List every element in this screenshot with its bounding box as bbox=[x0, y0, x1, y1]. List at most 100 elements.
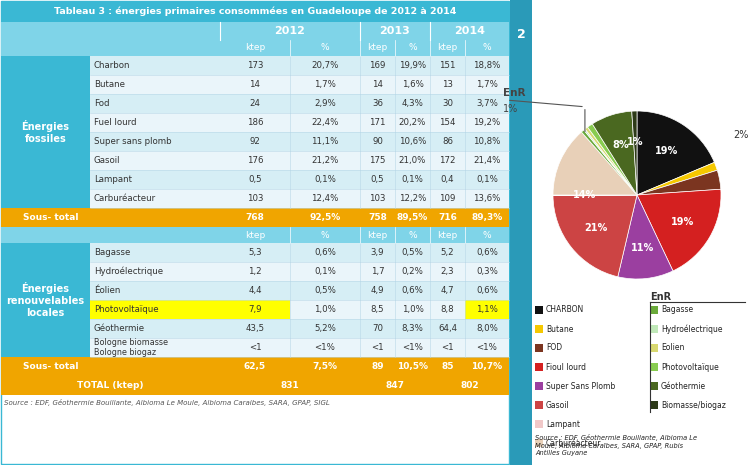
Text: 10,7%: 10,7% bbox=[472, 362, 502, 371]
Bar bbox=[1, 56, 90, 208]
Bar bbox=[90, 151, 509, 170]
Text: 1,0%: 1,0% bbox=[402, 305, 424, 314]
Bar bbox=[510, 0, 532, 465]
Text: Lampant: Lampant bbox=[546, 419, 580, 429]
Wedge shape bbox=[637, 111, 714, 195]
Text: Butane: Butane bbox=[546, 325, 573, 333]
Text: 151: 151 bbox=[439, 61, 456, 70]
Text: 171: 171 bbox=[369, 118, 386, 127]
Text: 2013: 2013 bbox=[379, 26, 410, 36]
Text: 21,4%: 21,4% bbox=[473, 156, 501, 165]
Text: 19,2%: 19,2% bbox=[473, 118, 501, 127]
Text: Fioul lourd: Fioul lourd bbox=[546, 363, 586, 372]
Bar bbox=[535, 344, 543, 352]
Text: Photovoltaïque: Photovoltaïque bbox=[661, 363, 719, 372]
Bar bbox=[1, 227, 509, 243]
Text: 3,7%: 3,7% bbox=[476, 99, 498, 108]
Text: ktep: ktep bbox=[367, 44, 388, 53]
Text: Sous- total: Sous- total bbox=[23, 213, 78, 222]
Text: 5,3: 5,3 bbox=[248, 248, 262, 257]
Text: 11,1%: 11,1% bbox=[312, 137, 339, 146]
Text: 0,1%: 0,1% bbox=[476, 175, 498, 184]
Bar bbox=[650, 325, 658, 333]
Text: <1: <1 bbox=[371, 343, 384, 352]
Text: 19%: 19% bbox=[655, 146, 678, 156]
Bar bbox=[90, 281, 509, 300]
Text: EnR: EnR bbox=[502, 88, 525, 99]
Text: 0,2%: 0,2% bbox=[402, 267, 424, 276]
Text: 89: 89 bbox=[371, 362, 384, 371]
Bar bbox=[90, 75, 509, 94]
Text: 0,5%: 0,5% bbox=[314, 286, 336, 295]
Text: 2014: 2014 bbox=[454, 26, 485, 36]
Text: 154: 154 bbox=[439, 118, 456, 127]
Bar bbox=[650, 401, 658, 409]
Text: TOTAL (ktep): TOTAL (ktep) bbox=[77, 381, 143, 390]
Text: Super Sans Plomb: Super Sans Plomb bbox=[546, 381, 615, 391]
Text: 20,2%: 20,2% bbox=[399, 118, 426, 127]
Bar bbox=[90, 56, 509, 75]
Bar bbox=[90, 189, 509, 208]
Text: FOD: FOD bbox=[546, 344, 562, 352]
Text: 0,6%: 0,6% bbox=[314, 248, 336, 257]
Text: 21,0%: 21,0% bbox=[399, 156, 426, 165]
Bar bbox=[535, 382, 543, 390]
Text: Lampant: Lampant bbox=[94, 175, 132, 184]
Text: 4,4: 4,4 bbox=[248, 286, 262, 295]
Text: 0,4: 0,4 bbox=[441, 175, 454, 184]
Bar bbox=[1, 357, 509, 376]
Text: Biomasse/biogaz: Biomasse/biogaz bbox=[661, 400, 726, 410]
Bar bbox=[1, 208, 509, 227]
Text: 2012: 2012 bbox=[275, 26, 306, 36]
Text: 103: 103 bbox=[247, 194, 264, 203]
Text: Énergies
fossiles: Énergies fossiles bbox=[22, 120, 70, 144]
Bar bbox=[650, 306, 658, 314]
Text: 13,6%: 13,6% bbox=[473, 194, 501, 203]
Text: EnR: EnR bbox=[650, 292, 671, 302]
Text: Gasoil: Gasoil bbox=[546, 400, 570, 410]
Text: Répartition des types d'énergies
primaires consommées en 2014: Répartition des types d'énergies primair… bbox=[538, 17, 704, 39]
Text: 847: 847 bbox=[385, 381, 405, 390]
Text: 0,5: 0,5 bbox=[371, 175, 385, 184]
Text: 1,1%: 1,1% bbox=[476, 305, 498, 314]
Text: <1%: <1% bbox=[315, 343, 336, 352]
Bar bbox=[90, 262, 509, 281]
Text: 1,7: 1,7 bbox=[371, 267, 385, 276]
Text: 8,5: 8,5 bbox=[371, 305, 385, 314]
Text: ktep: ktep bbox=[437, 44, 457, 53]
Text: 8,3%: 8,3% bbox=[402, 324, 424, 333]
Text: 85: 85 bbox=[442, 362, 454, 371]
Bar bbox=[535, 363, 543, 371]
Text: 19,9%: 19,9% bbox=[399, 61, 426, 70]
Text: 86: 86 bbox=[442, 137, 453, 146]
Bar bbox=[1, 40, 509, 56]
Text: Photovoltaïque: Photovoltaïque bbox=[94, 305, 158, 314]
Text: <1%: <1% bbox=[477, 343, 497, 352]
Text: 2%: 2% bbox=[734, 130, 749, 140]
Bar bbox=[90, 113, 509, 132]
Text: 10,8%: 10,8% bbox=[473, 137, 501, 146]
Text: Hydroélectrique: Hydroélectrique bbox=[94, 267, 163, 276]
Text: 36: 36 bbox=[372, 99, 383, 108]
Text: 18,8%: 18,8% bbox=[473, 61, 501, 70]
Text: Carburéacteur: Carburéacteur bbox=[546, 438, 602, 447]
Text: 89,5%: 89,5% bbox=[397, 213, 428, 222]
Wedge shape bbox=[637, 162, 717, 195]
Text: 64,4: 64,4 bbox=[438, 324, 457, 333]
Bar bbox=[465, 300, 509, 319]
Text: 4,7: 4,7 bbox=[441, 286, 454, 295]
Text: Bagasse: Bagasse bbox=[94, 248, 131, 257]
Text: 3,9: 3,9 bbox=[371, 248, 385, 257]
Text: 1,7%: 1,7% bbox=[314, 80, 336, 89]
Text: %: % bbox=[483, 231, 491, 239]
Text: 19%: 19% bbox=[671, 217, 694, 227]
Text: 90: 90 bbox=[372, 137, 383, 146]
Bar bbox=[90, 170, 509, 189]
Text: ktep: ktep bbox=[245, 231, 265, 239]
Bar bbox=[90, 319, 509, 338]
Bar bbox=[535, 401, 543, 409]
Wedge shape bbox=[553, 195, 637, 277]
Text: 1,0%: 1,0% bbox=[314, 305, 336, 314]
Text: 7,5%: 7,5% bbox=[312, 362, 337, 371]
Text: %: % bbox=[483, 44, 491, 53]
